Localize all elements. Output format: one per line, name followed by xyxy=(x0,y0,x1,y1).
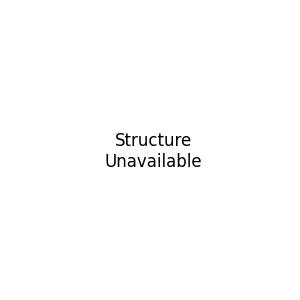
Text: Structure
Unavailable: Structure Unavailable xyxy=(105,132,202,171)
